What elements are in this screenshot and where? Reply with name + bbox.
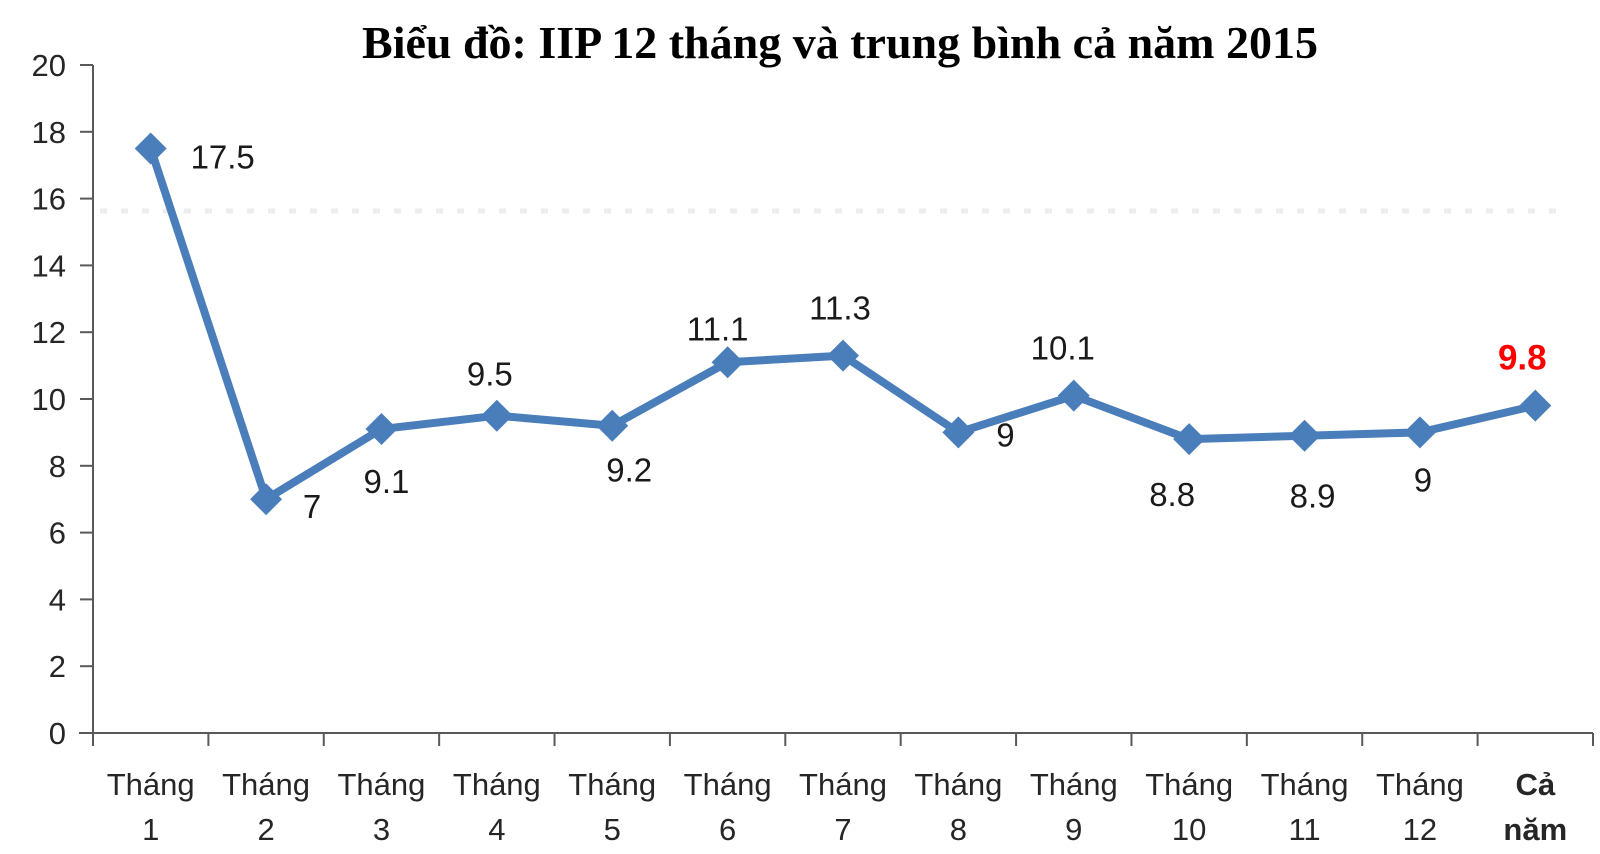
data-label-value: 9 <box>1414 461 1432 498</box>
data-point-marker <box>250 483 283 516</box>
x-category-label-line1: Tháng <box>338 767 426 802</box>
y-tick-label: 12 <box>32 315 66 350</box>
data-point-marker <box>942 416 975 449</box>
data-point-marker <box>1288 419 1321 452</box>
data-point-marker <box>1403 416 1436 449</box>
data-point-marker <box>1057 379 1090 412</box>
x-category-label-line1: Tháng <box>1145 767 1233 802</box>
y-tick-label: 20 <box>32 48 66 83</box>
x-category-label-line2: 7 <box>834 812 851 847</box>
y-tick-label: 2 <box>49 649 66 684</box>
x-category-label-line2: 12 <box>1403 812 1437 847</box>
y-tick-label: 0 <box>49 716 66 751</box>
data-point-marker <box>596 409 629 442</box>
x-category-label-line1: Tháng <box>1376 767 1464 802</box>
data-point-marker <box>480 399 513 432</box>
series-markers <box>134 132 1552 516</box>
y-tick-label: 10 <box>32 382 66 417</box>
y-axis-labels: 0 2 4 6 8 10 12 14 16 18 20 <box>32 48 66 751</box>
x-category-label-line1: Tháng <box>453 767 541 802</box>
data-label-value: 11.3 <box>809 290 871 327</box>
x-category-label-line1: Tháng <box>1030 767 1118 802</box>
x-category-label-line1: Tháng <box>684 767 772 802</box>
data-labels: 17.5 7 9.1 9.5 9.2 11.1 11.3 9 10.1 8.8 8.9 9 9.8 <box>191 139 1547 526</box>
x-category-label-line2: 9 <box>1065 812 1082 847</box>
y-tick-label: 4 <box>49 582 66 617</box>
y-tick-label: 6 <box>49 516 66 551</box>
x-category-label-line2: 10 <box>1172 812 1206 847</box>
data-label-value: 9 <box>996 416 1014 453</box>
y-tick-label: 14 <box>32 248 66 283</box>
y-tick-label: 8 <box>49 449 66 484</box>
x-axis-ticks <box>92 733 1594 746</box>
x-category-label-line1: Tháng <box>107 767 195 802</box>
y-axis-ticks <box>80 64 93 734</box>
x-axis-labels: Tháng 1 Tháng 2 Tháng 3 Tháng 4 Tháng 5 Tháng 6 Thán… <box>107 767 1567 847</box>
data-label-value: 9.1 <box>364 463 410 500</box>
x-category-label-line2: 8 <box>950 812 967 847</box>
data-point-marker <box>1519 389 1552 422</box>
chart-title: Biểu đồ: IIP 12 tháng và trung bình cả n… <box>362 17 1318 68</box>
data-point-marker <box>365 413 398 446</box>
x-category-label-line1: Tháng <box>568 767 656 802</box>
x-category-label-line1: Tháng <box>222 767 310 802</box>
data-label-value: 8.9 <box>1290 478 1336 515</box>
x-category-label-line1: Tháng <box>1261 767 1349 802</box>
data-point-marker <box>711 346 744 379</box>
x-category-label-line2: 11 <box>1288 812 1320 847</box>
y-tick-label: 16 <box>32 182 66 217</box>
x-category-label-line1: Cả <box>1515 767 1555 802</box>
data-label-final-value: 9.8 <box>1498 339 1547 378</box>
data-label-value: 8.8 <box>1149 476 1195 513</box>
x-category-label-line2: năm <box>1503 812 1567 847</box>
data-point-marker <box>1173 423 1206 456</box>
data-point-marker <box>827 339 859 372</box>
x-category-label-line2: 4 <box>488 812 505 847</box>
x-category-label-line2: 3 <box>373 812 390 847</box>
data-point-marker <box>134 132 167 165</box>
data-label-value: 17.5 <box>191 139 255 176</box>
data-label-value: 11.1 <box>687 310 749 347</box>
x-category-label-line1: Tháng <box>799 767 887 802</box>
x-category-label-line2: 5 <box>604 812 621 847</box>
x-category-label-line2: 1 <box>142 812 159 847</box>
x-category-label-line1: Tháng <box>914 767 1002 802</box>
data-label-value: 10.1 <box>1031 330 1095 367</box>
x-category-label-line2: 6 <box>719 812 736 847</box>
y-tick-label: 18 <box>32 115 66 150</box>
x-category-label-line2: 2 <box>257 812 274 847</box>
data-label-value: 9.5 <box>467 356 513 393</box>
data-label-value: 9.2 <box>606 452 652 489</box>
data-label-value: 7 <box>303 488 321 525</box>
